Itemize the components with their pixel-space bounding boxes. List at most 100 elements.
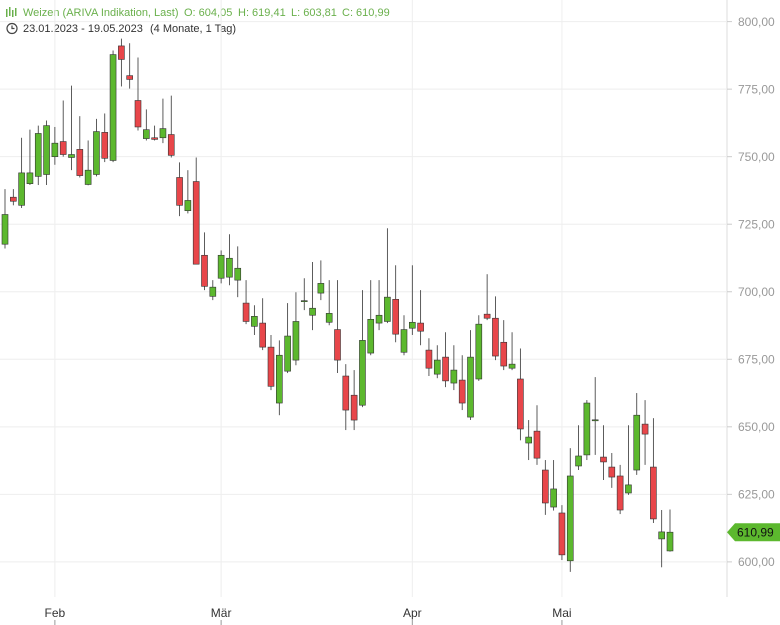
candle-body — [34, 133, 42, 177]
candle-body — [126, 75, 133, 80]
candle-body — [400, 329, 408, 353]
candle-body — [533, 430, 541, 459]
open-label: O: 604,05 — [184, 7, 232, 19]
y-tick-label: 800,00 — [738, 15, 775, 29]
candle-body — [558, 512, 566, 556]
candle-body — [367, 319, 375, 354]
candle-body — [59, 141, 67, 155]
low-label: L: 603,81 — [291, 7, 337, 19]
candle-body — [392, 299, 399, 335]
candle-body — [18, 172, 25, 206]
close-label: C: 610,99 — [342, 7, 390, 19]
high-label: H: 619,41 — [238, 7, 286, 19]
candle-body — [242, 302, 250, 322]
candle-body — [433, 359, 441, 375]
candle-body — [267, 346, 275, 387]
candle-body — [384, 296, 391, 322]
candle-body — [616, 475, 624, 511]
candle-body — [608, 466, 616, 478]
candle-body — [192, 181, 200, 265]
x-tick-label: Mär — [211, 606, 232, 620]
candle-body — [442, 356, 449, 382]
candle-body — [591, 419, 599, 422]
candle-body — [234, 267, 242, 281]
candle-body — [425, 349, 433, 369]
candle-body — [317, 283, 325, 294]
candle-body — [84, 169, 92, 185]
candle-body — [26, 172, 34, 184]
x-tick-label: Feb — [45, 606, 66, 620]
candle-body — [309, 307, 316, 316]
candle-body — [334, 329, 341, 361]
candle-body — [625, 484, 632, 494]
candle-body — [143, 129, 150, 139]
candle-body — [284, 335, 291, 372]
candle-body — [467, 356, 474, 418]
y-tick-label: 650,00 — [738, 420, 775, 434]
candle-body — [550, 488, 557, 508]
candle-body — [217, 254, 225, 279]
period: (4 Monate, 1 Tag) — [150, 23, 236, 35]
candle-body — [500, 341, 508, 367]
candle-body — [359, 340, 366, 406]
candle-body — [167, 134, 175, 156]
candle-body — [184, 200, 192, 212]
candle-body — [325, 313, 333, 323]
candle-body — [542, 469, 549, 504]
y-tick-label: 600,00 — [738, 555, 775, 569]
candle-body — [109, 54, 117, 161]
candle-body — [300, 300, 308, 302]
candle-body — [276, 354, 283, 404]
candle-body — [417, 322, 424, 332]
candle-body — [226, 257, 233, 278]
candle-body — [1, 214, 9, 245]
candle-body — [292, 321, 300, 361]
candle-body — [51, 142, 59, 157]
candle-body — [43, 125, 50, 175]
candle-body — [517, 378, 524, 430]
candle-body — [633, 414, 641, 471]
y-tick-label: 775,00 — [738, 82, 775, 96]
candle-body — [600, 456, 607, 463]
candle-body — [650, 466, 657, 520]
candle-body — [10, 196, 17, 202]
y-tick-label: 675,00 — [738, 352, 775, 366]
candle-body — [342, 375, 350, 411]
candle-body — [508, 363, 516, 369]
candle-body — [176, 177, 183, 206]
candle-body — [118, 45, 125, 60]
y-tick-label: 700,00 — [738, 285, 775, 299]
chart-icon — [6, 7, 17, 17]
candle-body — [450, 369, 458, 384]
candle-body — [134, 100, 142, 128]
candle-body — [68, 154, 75, 158]
candle-body — [76, 149, 84, 176]
candle-body — [93, 131, 100, 175]
candle-body — [566, 475, 574, 562]
clock-icon — [6, 22, 18, 35]
candle-body — [475, 323, 483, 380]
x-tick-label: Apr — [403, 606, 422, 620]
candle-body — [151, 137, 158, 140]
candle-body — [375, 314, 383, 324]
candle-body — [159, 128, 167, 139]
candle-body — [201, 254, 208, 287]
candle-body — [458, 379, 466, 404]
candle-body — [350, 394, 358, 421]
last-price-label: 610,99 — [737, 525, 774, 539]
candle-body — [575, 455, 582, 467]
y-tick-label: 725,00 — [738, 217, 775, 231]
candle-body — [583, 402, 591, 456]
candle-body — [409, 321, 416, 329]
candle-body — [641, 423, 649, 435]
candle-body — [259, 322, 266, 348]
candle-body — [666, 531, 674, 552]
candle-body — [209, 286, 217, 297]
last-price-badge — [727, 523, 780, 542]
chart-title: Weizen (ARIVA Indikation, Last) — [23, 7, 179, 19]
y-tick-label: 625,00 — [738, 488, 775, 502]
candle-body — [483, 313, 491, 319]
date-range: 23.01.2023 - 19.05.2023 — [23, 23, 143, 35]
y-tick-label: 750,00 — [738, 150, 775, 164]
